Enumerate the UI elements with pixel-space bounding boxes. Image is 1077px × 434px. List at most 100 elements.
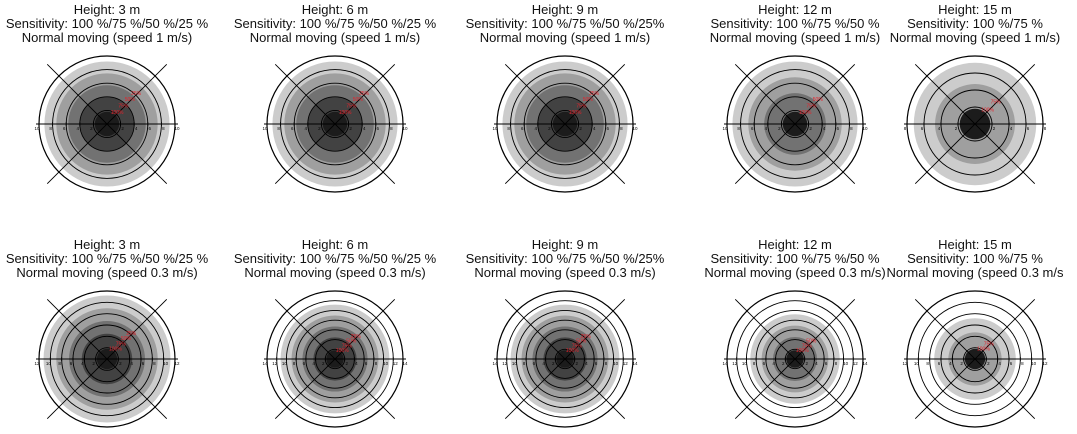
zone-percent-label: 100%: [981, 107, 994, 113]
mode-label: Normal moving (speed 0.3 m/s): [16, 265, 198, 280]
tick-label: 6: [763, 361, 766, 366]
tick-label: 10: [843, 361, 849, 366]
zone-percent-label: 75%: [991, 99, 1002, 105]
detection-panel: Height: 9 m Sensitivity: 100 %/75 %/50 %/…: [460, 238, 670, 434]
tick-label: 8: [277, 126, 280, 131]
tick-label: 8: [162, 126, 165, 131]
diagonal-line: [504, 298, 626, 420]
tick-label: 10: [46, 361, 52, 366]
tick-label: 2: [987, 361, 990, 366]
tick-label: 12: [732, 361, 738, 366]
tick-label: 2: [92, 361, 95, 366]
tick-label: 8: [850, 126, 853, 131]
zone-percent-label: 100%: [569, 110, 582, 116]
detection-panel: Height: 9 m Sensitivity: 100 %/75 %/50 %/…: [460, 3, 670, 199]
diagonal-line: [274, 298, 396, 420]
tick-label: 4: [363, 126, 366, 131]
tick-label: 2: [548, 126, 551, 131]
tick-label: 2: [782, 361, 785, 366]
zone-percent-label: 25%: [581, 334, 592, 340]
height-label: Height: 12 m: [758, 2, 832, 17]
detection-panel: Height: 6 m Sensitivity: 100 %/75 %/50 %/…: [230, 3, 440, 199]
tick-label: 10: [383, 361, 389, 366]
tick-label: 4: [130, 361, 133, 366]
tick-label: 8: [1021, 361, 1024, 366]
tick-label: 4: [542, 361, 545, 366]
tick-label: 8: [523, 361, 526, 366]
tick-label: 4: [81, 361, 84, 366]
tick-label: 4: [772, 361, 775, 366]
tick-label: 10: [722, 126, 728, 131]
tick-label: 10: [512, 361, 518, 366]
tick-label: 2: [552, 361, 555, 366]
sensitivity-label: Sensitivity: 100 %/75 %: [907, 16, 1043, 31]
tick-label: 10: [492, 126, 498, 131]
tick-label: 12: [393, 361, 399, 366]
tick-label: 6: [521, 126, 524, 131]
detection-pattern-diagram: 12 10 8 6 4 2 2 4 6 8 10 12 100%75%: [902, 290, 1048, 428]
detection-panel: Height: 6 m Sensitivity: 100 %/75 %/50 %/…: [230, 238, 440, 434]
tick-label: 10: [402, 126, 408, 131]
panel-caption: Height: 9 m Sensitivity: 100 %/75 %/50 %/…: [460, 3, 670, 45]
tick-label: 10: [34, 126, 40, 131]
mode-label: Normal moving (speed 0.3 m/s: [886, 265, 1064, 280]
zone-percent-label: 100%: [799, 110, 812, 116]
mode-label: Normal moving (speed 1 m/s): [479, 30, 651, 45]
tick-label: 8: [926, 361, 929, 366]
tick-label: 8: [507, 126, 510, 131]
tick-label: 14: [262, 361, 268, 366]
tick-label: 4: [765, 126, 768, 131]
tick-label: 2: [90, 126, 93, 131]
detection-panel: Height: 3 m Sensitivity: 100 %/75 %/50 %/…: [2, 238, 212, 434]
sensitivity-label: Sensitivity: 100 %/75 %/50 %/25 %: [5, 251, 209, 266]
tick-label: 10: [862, 126, 868, 131]
sensitivity-label: Sensitivity: 100 %/75 %/50 %/25 %: [233, 16, 437, 31]
tick-label: 6: [142, 361, 145, 366]
diagonal-line: [46, 298, 168, 420]
panel-caption: Height: 15 m Sensitivity: 100 %/75 % Norma…: [870, 3, 1077, 45]
zone-percent-label: 100%: [336, 348, 349, 354]
tick-label: 8: [153, 361, 156, 366]
tick-label: 4: [815, 361, 818, 366]
tick-label: 2: [575, 361, 578, 366]
height-label: Height: 12 m: [758, 237, 832, 252]
detection-pattern-diagram: 12 10 8 6 4 2 2 4 6 8 10 12 100%75%50%25%: [34, 290, 180, 428]
zone-percent-label: 25%: [359, 91, 370, 97]
diagonal-line: [734, 298, 856, 420]
panel-caption: Height: 3 m Sensitivity: 100 %/75 %/50 %/…: [2, 238, 212, 280]
zone-percent-label: 50%: [125, 97, 136, 103]
mode-label: Normal moving (speed 1 m/s): [889, 30, 1061, 45]
sensitivity-label: Sensitivity: 100 %/75 %/50 %/25%: [465, 251, 665, 266]
tick-label: 4: [998, 361, 1001, 366]
tick-label: 14: [492, 361, 498, 366]
tick-label: 6: [365, 361, 368, 366]
tick-label: 10: [163, 361, 169, 366]
tick-label: 4: [312, 361, 315, 366]
zone-percent-label: 75%: [576, 104, 587, 110]
tick-label: 4: [938, 126, 941, 131]
tick-label: 8: [293, 361, 296, 366]
tick-label: 2: [579, 126, 582, 131]
mode-label: Normal moving (speed 1 m/s): [709, 30, 881, 45]
tick-label: 8: [390, 126, 393, 131]
height-label: Height: 9 m: [531, 2, 599, 17]
tick-label: 14: [632, 361, 638, 366]
tick-label: 14: [402, 361, 408, 366]
diagonal-line: [46, 63, 168, 185]
tick-label: 12: [502, 361, 508, 366]
sensitivity-label: Sensitivity: 100 %/75 %/50 %: [710, 16, 880, 31]
zone-percent-label: 75%: [346, 104, 357, 110]
detection-pattern-diagram: 10 8 6 4 2 2 4 6 8 10 100%75%50%25%: [492, 55, 638, 193]
tick-label: 8: [49, 126, 52, 131]
tick-label: 2: [121, 126, 124, 131]
sensitivity-label: Sensitivity: 100 %/75 %/50 %/25%: [465, 16, 665, 31]
tick-label: 2: [809, 126, 812, 131]
tick-label: 10: [262, 126, 268, 131]
tick-label: 4: [305, 126, 308, 131]
zone-percent-label: 75%: [116, 341, 127, 347]
zone-percent-label: 75%: [572, 343, 583, 349]
tick-label: 6: [921, 126, 924, 131]
panel-caption: Height: 12 m Sensitivity: 100 %/75 %/50 %…: [690, 238, 900, 280]
sensitivity-label: Sensitivity: 100 %/75 %/50 %: [710, 251, 880, 266]
tick-label: 6: [291, 126, 294, 131]
